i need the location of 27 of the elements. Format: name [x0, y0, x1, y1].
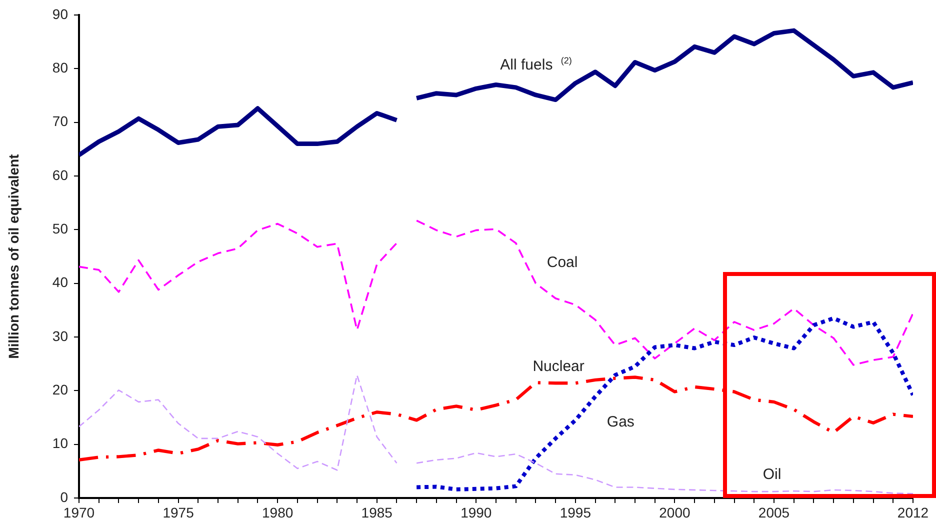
series-label: Oil: [762, 466, 782, 483]
x-tick-label: 1995: [560, 504, 592, 520]
y-tick-label: 20: [52, 382, 68, 398]
y-tick-label: 50: [52, 220, 68, 237]
y-tick-label: 60: [52, 166, 68, 183]
x-tick-label: 1975: [162, 504, 194, 520]
y-tick-label: 70: [52, 113, 68, 130]
x-tick-label: 1990: [460, 504, 492, 520]
series-label: All fuels (2): [500, 56, 572, 74]
x-tick-label: 2012: [897, 504, 929, 520]
x-tick-label: 1970: [63, 504, 95, 520]
x-tick-label: 2000: [659, 504, 690, 520]
y-tick-label: 10: [52, 435, 68, 452]
y-tick-label: 80: [52, 60, 68, 76]
y-tick-label: 90: [52, 6, 68, 22]
x-tick-label: 2005: [758, 504, 790, 520]
line-series: [414, 316, 913, 492]
y-tick-label: 0: [60, 488, 68, 505]
series-label: Coal: [546, 254, 578, 271]
line-series: [79, 376, 913, 462]
series-label: Gas: [606, 413, 634, 430]
y-tick-label: 40: [52, 274, 68, 290]
x-tick-label: 1985: [361, 504, 393, 520]
x-tick-label: 1980: [262, 504, 294, 520]
series-label: Nuclear: [532, 358, 584, 376]
y-tick-label: 30: [52, 328, 68, 344]
y-axis-title: Million tonnes of oil equivalent: [5, 154, 22, 359]
